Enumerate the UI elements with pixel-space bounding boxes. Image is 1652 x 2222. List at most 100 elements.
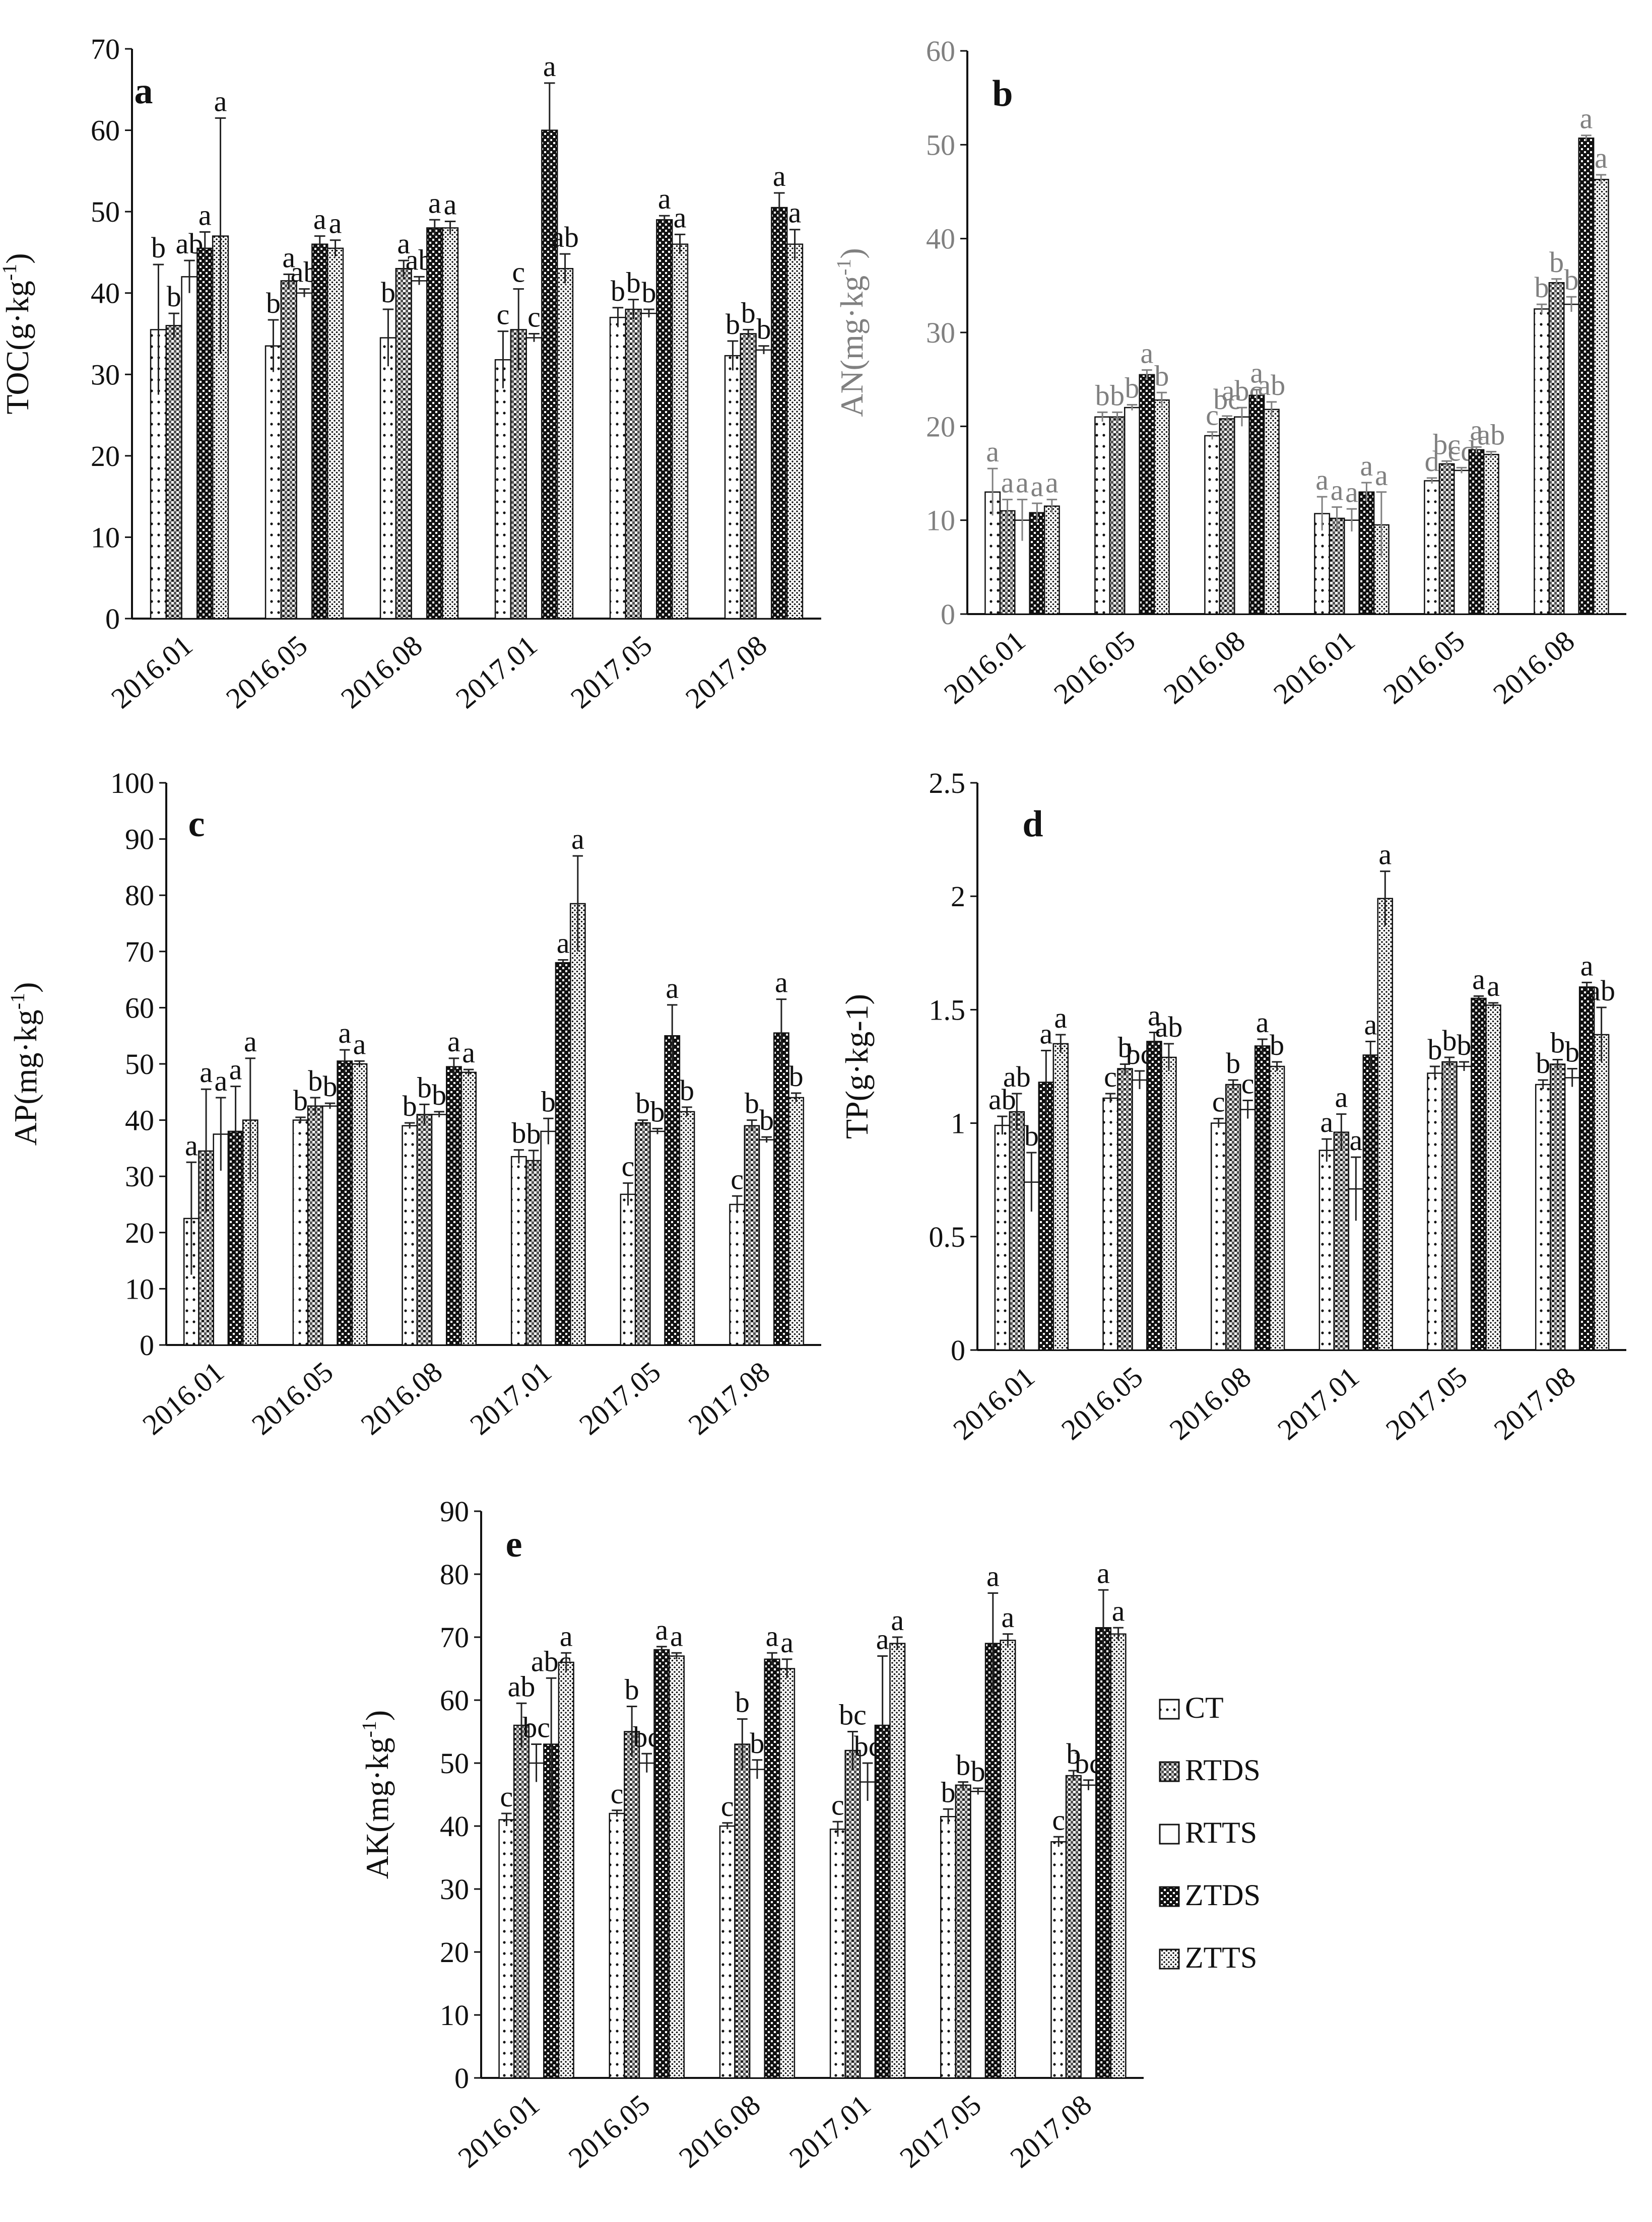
- significance-letter: a: [1580, 949, 1594, 982]
- significance-letter: a: [780, 1626, 794, 1659]
- bar-ct: [1534, 308, 1550, 615]
- x-tick-label: 2016.08: [673, 2088, 766, 2174]
- bar-ztts: [441, 227, 459, 620]
- bar-ztds: [541, 129, 558, 620]
- y-tick-label: 20: [91, 440, 120, 473]
- bar-rtds: [1438, 463, 1455, 615]
- y-tick-label: 70: [91, 33, 120, 65]
- bar-rtds: [634, 1122, 651, 1346]
- significance-letter: b: [680, 1074, 694, 1107]
- bar-rtts: [1239, 1109, 1256, 1351]
- significance-letter: a: [670, 1620, 683, 1652]
- bar-ztds: [1139, 374, 1155, 615]
- bar-ztts: [1593, 179, 1609, 615]
- x-tick-label: 2017.08: [1488, 1360, 1581, 1446]
- bar-ct: [379, 337, 397, 620]
- significance-letter: a: [282, 241, 295, 274]
- bar-ct: [719, 1825, 736, 2079]
- bar-rtts: [1080, 1784, 1097, 2079]
- bar-ztds: [1468, 449, 1485, 615]
- significance-letter: a: [1360, 449, 1373, 482]
- bar-rtts: [1453, 469, 1470, 615]
- significance-letter: bc: [1433, 428, 1461, 460]
- y-tick-label: 10: [926, 504, 955, 537]
- significance-letter: a: [1001, 466, 1014, 499]
- panel-letter: a: [135, 71, 153, 112]
- significance-letter: c: [831, 1788, 844, 1821]
- bar-rtds: [510, 329, 527, 620]
- bar-rtds: [999, 510, 1016, 615]
- significance-letter: b: [1535, 271, 1549, 304]
- panel-letter: b: [992, 73, 1013, 114]
- significance-letter: a: [444, 188, 457, 221]
- bar-ztts: [326, 247, 344, 620]
- significance-letter: ab: [1588, 974, 1615, 1007]
- bar-rtds: [513, 1724, 530, 2079]
- y-tick-label: 30: [91, 358, 120, 391]
- significance-letter: ab: [1155, 1011, 1183, 1043]
- x-tick-label: 2017.01: [1272, 1360, 1365, 1446]
- bar-rtds: [734, 1743, 751, 2079]
- significance-letter: b: [650, 1095, 665, 1128]
- significance-letter: ab: [551, 221, 579, 253]
- bar-ztds: [656, 219, 673, 620]
- bar-rtts: [970, 1791, 986, 2079]
- x-tick-label: 2016.01: [938, 624, 1031, 710]
- y-tick-label: 10: [440, 1999, 469, 2032]
- bar-ztts: [1043, 505, 1060, 615]
- significance-letter: a: [447, 1025, 460, 1058]
- bar-rtts: [1563, 303, 1579, 615]
- y-tick-label: 100: [110, 767, 154, 799]
- x-tick-label: 2016.08: [355, 1355, 448, 1441]
- significance-letter: a: [986, 1560, 1000, 1593]
- significance-letter: a: [244, 1025, 257, 1058]
- x-tick-label: 2016.08: [1157, 624, 1251, 710]
- y-tick-label: 40: [926, 223, 955, 255]
- significance-letter: a: [1256, 1006, 1269, 1039]
- x-tick-label: 2016.05: [1055, 1360, 1149, 1446]
- bar-ct: [620, 1193, 636, 1346]
- significance-letter: b: [323, 1070, 338, 1103]
- bar-ztds: [1146, 1041, 1162, 1351]
- y-tick-label: 20: [440, 1936, 469, 1969]
- y-tick-label: 50: [125, 1048, 154, 1081]
- y-tick-label: 20: [125, 1217, 154, 1249]
- y-tick-label: 0: [454, 2062, 469, 2095]
- bar-ztds: [1248, 394, 1265, 615]
- significance-letter: ab: [1477, 419, 1505, 451]
- significance-letter: b: [511, 1117, 526, 1150]
- bar-ztts: [558, 1661, 574, 2079]
- significance-letter: a: [1054, 1001, 1067, 1034]
- bar-ct: [724, 355, 742, 620]
- bar-ct: [609, 316, 627, 620]
- bar-rtts: [1234, 416, 1250, 615]
- panel-c: 0 10 20 30 40 50 60 70 80 90 100 AP(mg·kg-1) c 2016.0…: [6, 767, 821, 1441]
- bar-rtds: [1065, 1775, 1082, 2079]
- bar-ztds: [337, 1060, 353, 1346]
- panel-e: 0 10 20 30 40 50 60 70 80 90 AK(mg·kg-1) e 2016.01 c a…: [358, 1495, 1144, 2174]
- y-tick-label: 60: [440, 1684, 469, 1717]
- bar-rtts: [640, 312, 657, 620]
- significance-letter: c: [731, 1163, 744, 1195]
- bar-rtds: [1549, 1063, 1566, 1351]
- significance-letter: b: [1154, 359, 1169, 392]
- bar-rtts: [540, 1130, 557, 1346]
- significance-letter: ab: [988, 1083, 1016, 1116]
- bar-ct: [1424, 480, 1440, 615]
- significance-letter: a: [1331, 474, 1344, 507]
- x-tick-label: 2016.01: [105, 629, 199, 715]
- significance-letter: b: [1095, 379, 1110, 412]
- significance-letter: a: [313, 203, 326, 236]
- bar-ct: [940, 1816, 957, 2079]
- significance-letter: a: [1345, 476, 1358, 508]
- bar-ztds: [764, 1658, 780, 2079]
- significance-letter: a: [214, 1064, 227, 1097]
- bar-rtts: [758, 1139, 775, 1346]
- bar-rtds: [844, 1749, 861, 2079]
- bar-rtts: [1456, 1065, 1472, 1351]
- x-tick-label: 2017.01: [783, 2088, 877, 2174]
- x-tick-label: 2017.01: [449, 629, 543, 715]
- bar-ztds: [1095, 1627, 1112, 2079]
- significance-letter: b: [741, 296, 756, 329]
